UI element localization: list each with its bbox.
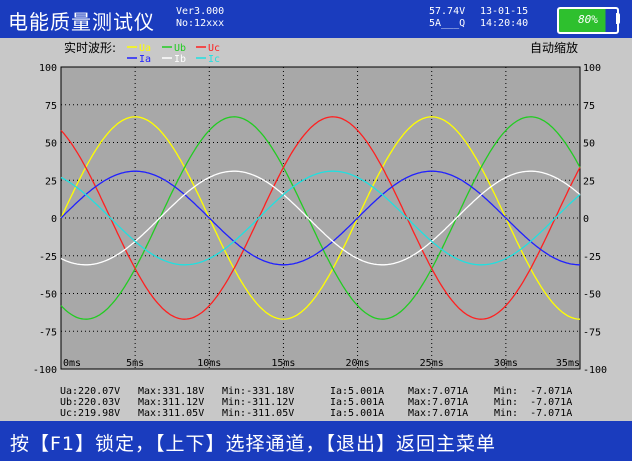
legend-label-ub: Ub — [174, 43, 186, 54]
x-tick-label: 20ms — [346, 358, 370, 369]
zoom-mode-label: 自动缩放 — [530, 40, 578, 55]
series-line-ic — [60, 170, 581, 266]
footer-bar: 按【F1】锁定，【上下】选择通道，【退出】返回主菜单 — [0, 421, 632, 461]
uc-max-reading: Max:311.05V — [138, 408, 205, 419]
uc-min-reading: Min:-311.05V — [222, 408, 295, 419]
y-tick-label-left: 0 — [51, 214, 57, 225]
app-title: 电能质量测试仪 — [8, 10, 155, 34]
battery-level-label: 80% — [578, 13, 598, 26]
y-tick-label-left: -100 — [33, 365, 57, 376]
plot-title: 实时波形: — [64, 40, 116, 55]
x-tick-label: 5ms — [126, 358, 144, 369]
date-label: 13-01-15 — [480, 6, 529, 17]
ua-rms-reading: Ua:220.07V — [60, 386, 121, 397]
ia-max-reading: Max:7.071A — [408, 386, 469, 397]
series-line-ib — [60, 170, 581, 266]
series-line-ua — [60, 116, 581, 320]
ub-rms-reading: Ub:220.03V — [60, 397, 121, 408]
legend-label-ua: Ua — [139, 43, 151, 54]
voltage-range-label: 57.74V — [429, 6, 466, 17]
battery-indicator: 80% — [557, 7, 619, 34]
ia-min-reading: Min: -7.071A — [494, 386, 573, 397]
y-tick-label-left: -50 — [39, 290, 57, 301]
legend-label-ic: Ic — [208, 54, 220, 65]
y-tick-label-right: 50 — [583, 139, 595, 150]
key-hint: 按【F1】锁定，【上下】选择通道，【退出】返回主菜单 — [10, 433, 497, 455]
ic-min-reading: Min: -7.071A — [494, 408, 573, 419]
title-bar: 电能质量测试仪 Ver3.000 No:12xxx 57.74V 5A___Q … — [0, 0, 632, 38]
battery-terminal-icon — [616, 13, 620, 24]
ic-rms-reading: Ia:5.001A — [330, 408, 385, 419]
x-tick-label: 25ms — [420, 358, 444, 369]
y-tick-label-right: -100 — [583, 365, 607, 376]
x-tick-label: 10ms — [197, 358, 221, 369]
y-tick-label-left: 100 — [39, 63, 57, 74]
x-tick-label: 35ms — [556, 358, 580, 369]
y-tick-label-right: 0 — [583, 214, 589, 225]
y-tick-label-right: 25 — [583, 176, 595, 187]
version-label: Ver3.000 — [176, 6, 225, 17]
plot-area — [60, 66, 581, 370]
y-tick-label-right: 100 — [583, 63, 601, 74]
legend-label-uc: Uc — [208, 43, 220, 54]
ua-min-reading: Min:-331.18V — [222, 386, 295, 397]
y-tick-label-left: 25 — [45, 176, 57, 187]
ib-min-reading: Min: -7.071A — [494, 397, 573, 408]
ub-min-reading: Min:-311.12V — [222, 397, 295, 408]
y-tick-label-left: -75 — [39, 327, 57, 338]
ua-max-reading: Max:331.18V — [138, 386, 205, 397]
x-tick-label: 30ms — [494, 358, 518, 369]
y-tick-label-right: -75 — [583, 327, 601, 338]
ib-max-reading: Max:7.071A — [408, 397, 469, 408]
serial-label: No:12xxx — [176, 18, 225, 29]
waveform-chart: 100 100 75 75 50 50 25 25 0 0 -25 -25 -50 -50 -75 -75 -1… — [33, 40, 607, 376]
y-tick-label-right: 75 — [583, 101, 595, 112]
series-line-ub — [60, 116, 581, 320]
ib-rms-reading: Ia:5.001A — [330, 397, 385, 408]
time-label: 14:20:40 — [480, 18, 529, 29]
current-range-label: 5A___Q — [429, 18, 466, 29]
y-tick-label-right: -25 — [583, 252, 601, 263]
x-tick-label: 15ms — [271, 358, 295, 369]
uc-rms-reading: Uc:219.98V — [60, 408, 121, 419]
ia-rms-reading: Ia:5.001A — [330, 386, 385, 397]
legend-label-ib: Ib — [174, 54, 186, 65]
ic-max-reading: Max:7.071A — [408, 408, 469, 419]
series-line-uc — [60, 116, 581, 320]
series-line-ia — [60, 170, 580, 266]
legend-label-ia: Ia — [139, 54, 151, 65]
y-tick-label-left: 75 — [45, 101, 57, 112]
y-tick-label-left: 50 — [45, 139, 57, 150]
x-tick-label: 0ms — [63, 358, 81, 369]
ub-max-reading: Max:311.12V — [138, 397, 205, 408]
y-tick-label-right: -50 — [583, 290, 601, 301]
y-tick-label-left: -25 — [39, 252, 57, 263]
